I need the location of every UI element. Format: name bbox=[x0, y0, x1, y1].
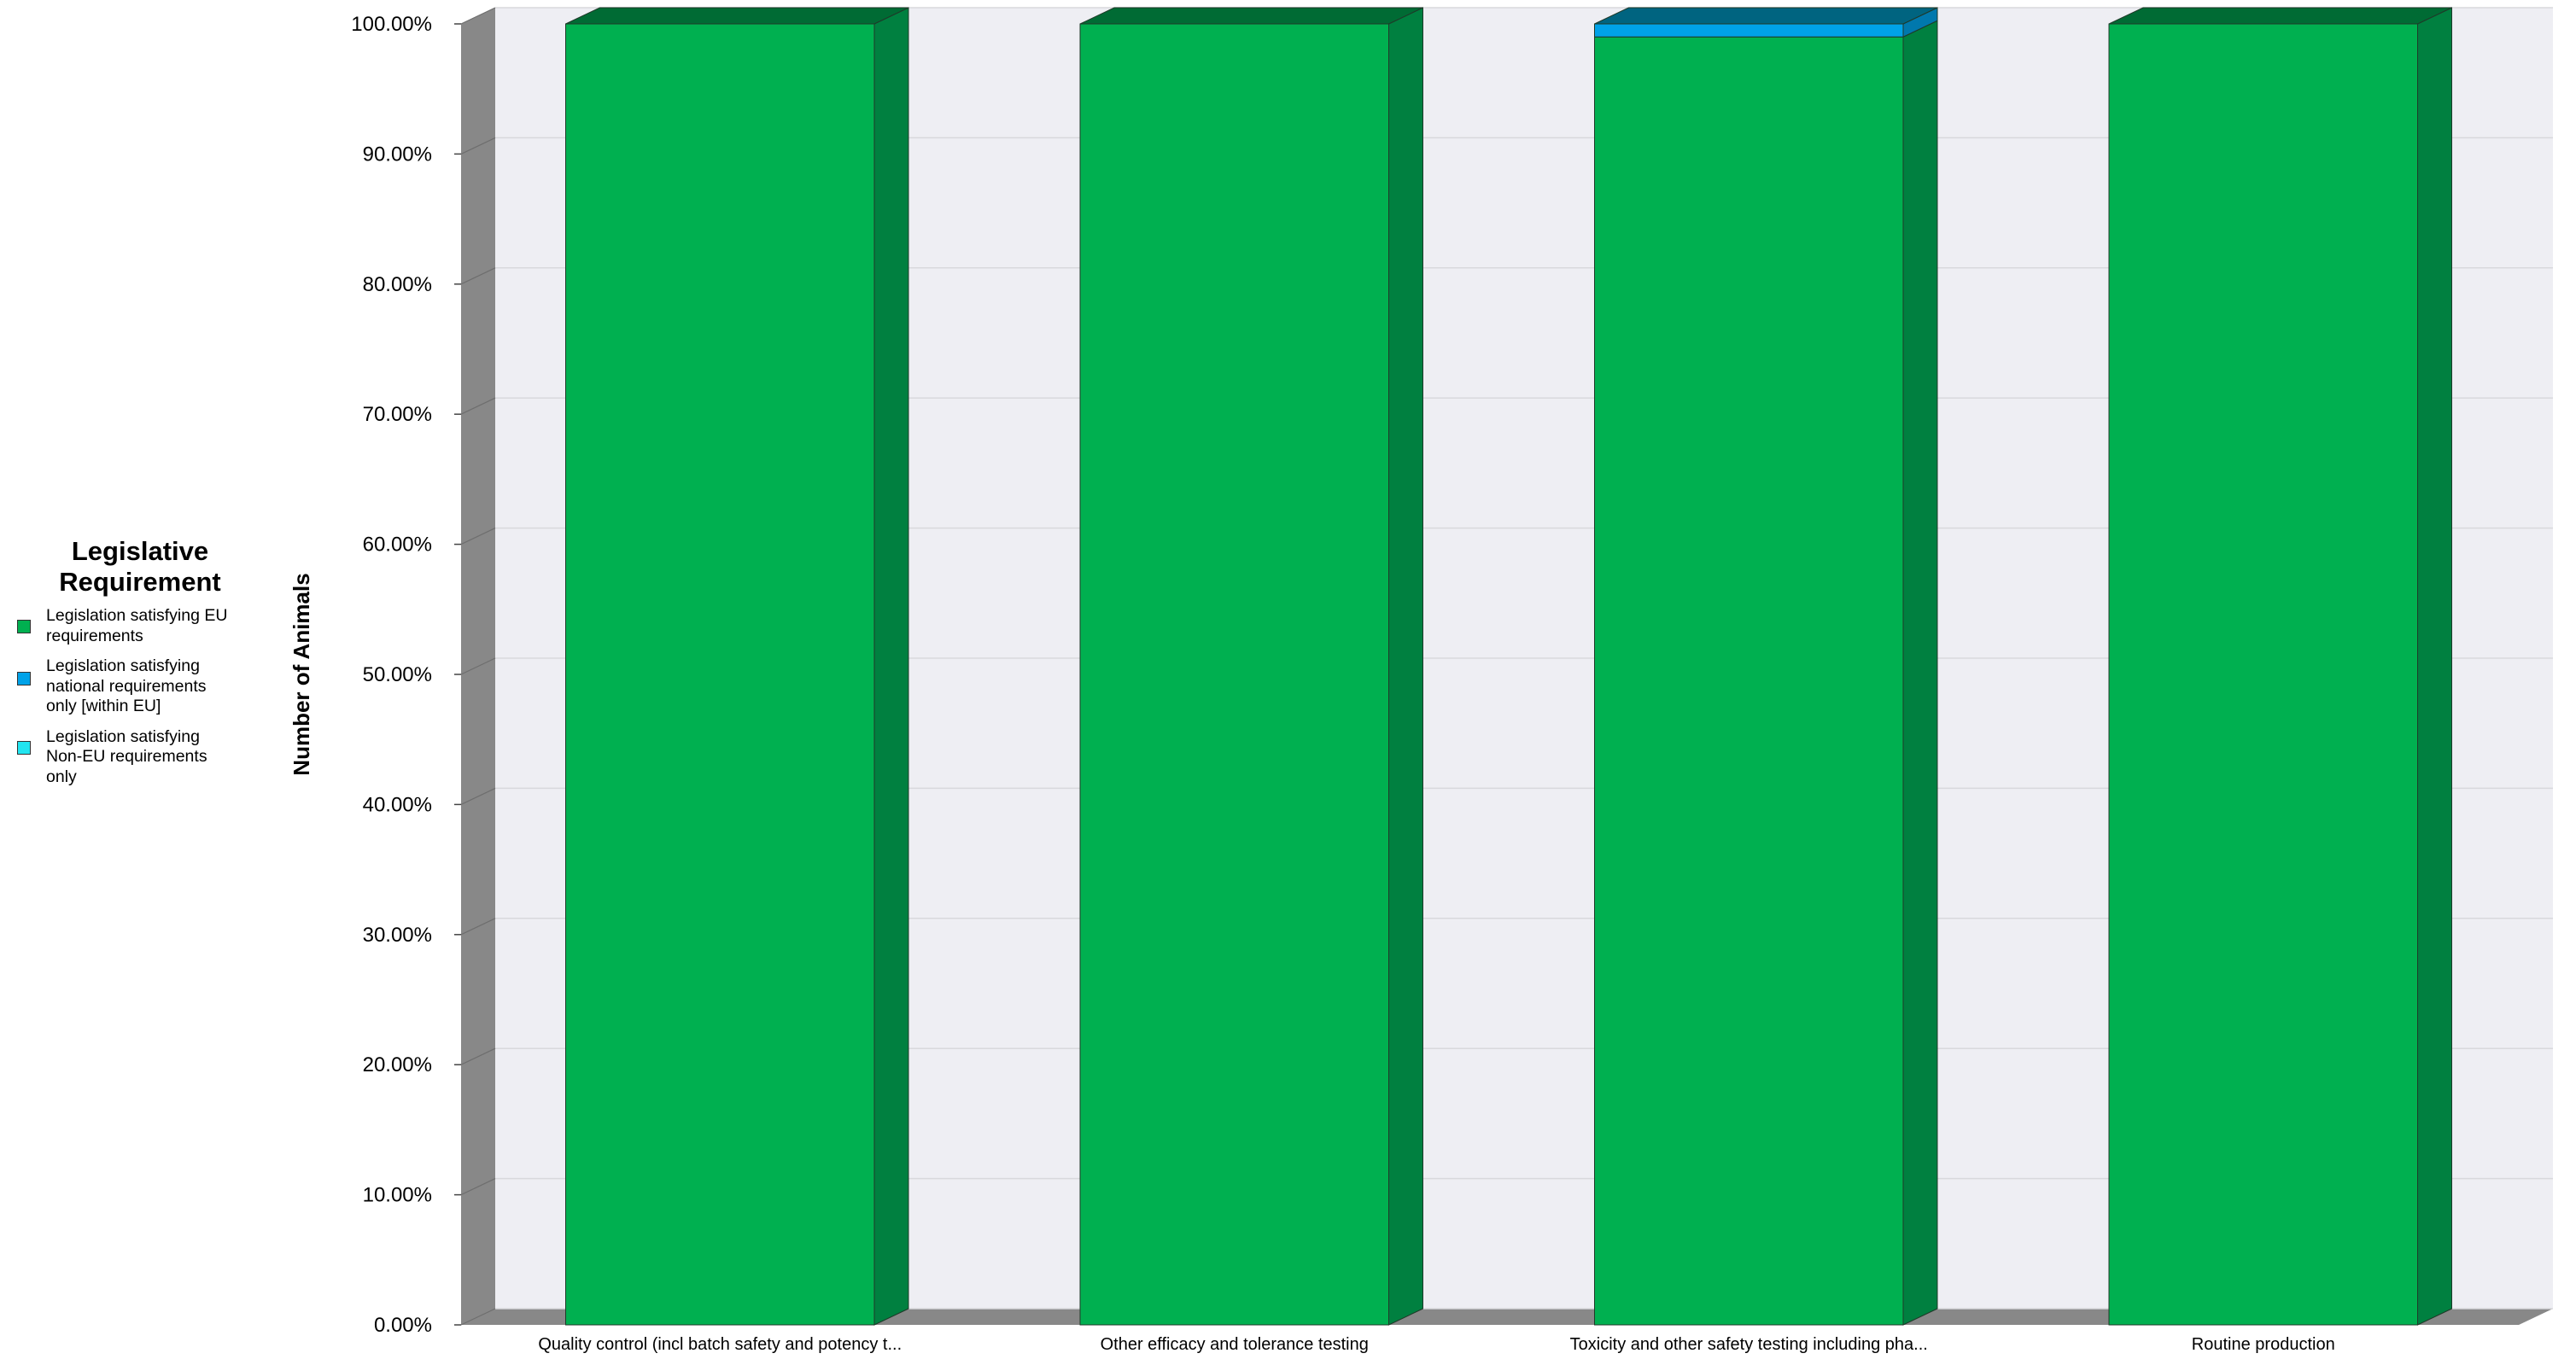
legend-label-line: only [within EU] bbox=[46, 697, 161, 715]
legend-swatch-non-eu bbox=[17, 740, 31, 755]
bar-segment-side bbox=[1902, 20, 1938, 1326]
bar-segment-side bbox=[2417, 7, 2452, 1326]
x-tick-label: Other efficacy and tolerance testing bbox=[1101, 1335, 1369, 1354]
gridline-side bbox=[460, 1178, 496, 1196]
legend-item-eu: Legislation satisfying EU requirements bbox=[12, 606, 255, 646]
y-tick-label: 100.00% bbox=[351, 13, 432, 36]
y-tick-label: 30.00% bbox=[363, 924, 432, 947]
bar-segment bbox=[1594, 23, 1904, 38]
legend-title-line: Requirement bbox=[59, 567, 221, 597]
legend-label-line: requirements bbox=[46, 626, 143, 645]
legend-swatch-national bbox=[17, 672, 31, 685]
y-axis-title: Number of Animals bbox=[289, 573, 314, 775]
bar-stack bbox=[2108, 7, 2452, 1326]
gridline-side bbox=[460, 787, 496, 805]
y-tick-label: 90.00% bbox=[363, 143, 432, 166]
gridline-side bbox=[460, 137, 496, 155]
y-axis-ticks: 0.00% 10.00% 20.00% 30.00% 40.00% 50.00% 60.00… bbox=[351, 13, 461, 1337]
gridline-side bbox=[460, 528, 496, 545]
gridline-side bbox=[460, 1047, 496, 1065]
bar-stack bbox=[1594, 7, 1938, 1326]
bar-segment-side bbox=[1388, 7, 1423, 1326]
legend-label-line: Legislation satisfying EU bbox=[46, 606, 228, 625]
bar-segment-top bbox=[2108, 7, 2452, 25]
legend-item-national: Legislation satisfying national requirem… bbox=[12, 656, 255, 717]
legend-label-line: Legislation satisfying bbox=[46, 726, 200, 746]
gridline-side bbox=[460, 397, 496, 415]
bar-segment bbox=[2108, 23, 2418, 1326]
legend-label-line: Legislation satisfying bbox=[46, 656, 200, 675]
legend-label-line: only bbox=[46, 767, 77, 786]
legend: Legislative Requirement Legislation sati… bbox=[12, 536, 268, 797]
bar-segment-top bbox=[1079, 7, 1423, 25]
bar-segment bbox=[1079, 23, 1389, 1326]
gridline-side bbox=[460, 657, 496, 675]
x-axis-labels: Quality control (incl batch safety and p… bbox=[538, 1335, 2334, 1354]
legend-label-line: Non-EU requirements bbox=[46, 747, 207, 766]
legend-title: Legislative Requirement bbox=[12, 536, 268, 598]
y-tick-label: 50.00% bbox=[363, 663, 432, 686]
y-tick-label: 80.00% bbox=[363, 273, 432, 296]
x-tick-label: Routine production bbox=[2192, 1335, 2335, 1354]
legend-item-non-eu: Legislation satisfying Non-EU requiremen… bbox=[12, 727, 255, 788]
legend-label-line: national requirements bbox=[46, 676, 207, 696]
gridline-side bbox=[460, 267, 496, 285]
y-tick-label: 40.00% bbox=[363, 793, 432, 816]
y-tick-label: 60.00% bbox=[363, 534, 432, 557]
x-tick-label: Toxicity and other safety testing includ… bbox=[1570, 1335, 1928, 1354]
legend-swatch-eu bbox=[17, 620, 31, 633]
y-tick-label: 70.00% bbox=[363, 403, 432, 426]
y-tick-label: 20.00% bbox=[363, 1053, 432, 1076]
bars bbox=[565, 7, 2452, 1326]
gridline-side bbox=[460, 1308, 496, 1326]
gridline-side bbox=[460, 7, 496, 25]
floor bbox=[461, 1309, 2553, 1325]
gridline-side bbox=[460, 918, 496, 936]
bar-segment bbox=[565, 23, 875, 1326]
x-tick-label: Quality control (incl batch safety and p… bbox=[538, 1335, 902, 1354]
bar-segment-top bbox=[1594, 7, 1938, 25]
bar-segment-side bbox=[873, 7, 909, 1326]
bar-stack bbox=[1079, 7, 1423, 1326]
bar-segment bbox=[1594, 36, 1904, 1326]
bar-stack bbox=[565, 7, 909, 1326]
y-tick-label: 10.00% bbox=[363, 1184, 432, 1207]
bar-segment-top bbox=[565, 7, 909, 25]
legend-title-line: Legislative bbox=[71, 536, 209, 566]
y-tick-label: 0.00% bbox=[374, 1314, 432, 1337]
